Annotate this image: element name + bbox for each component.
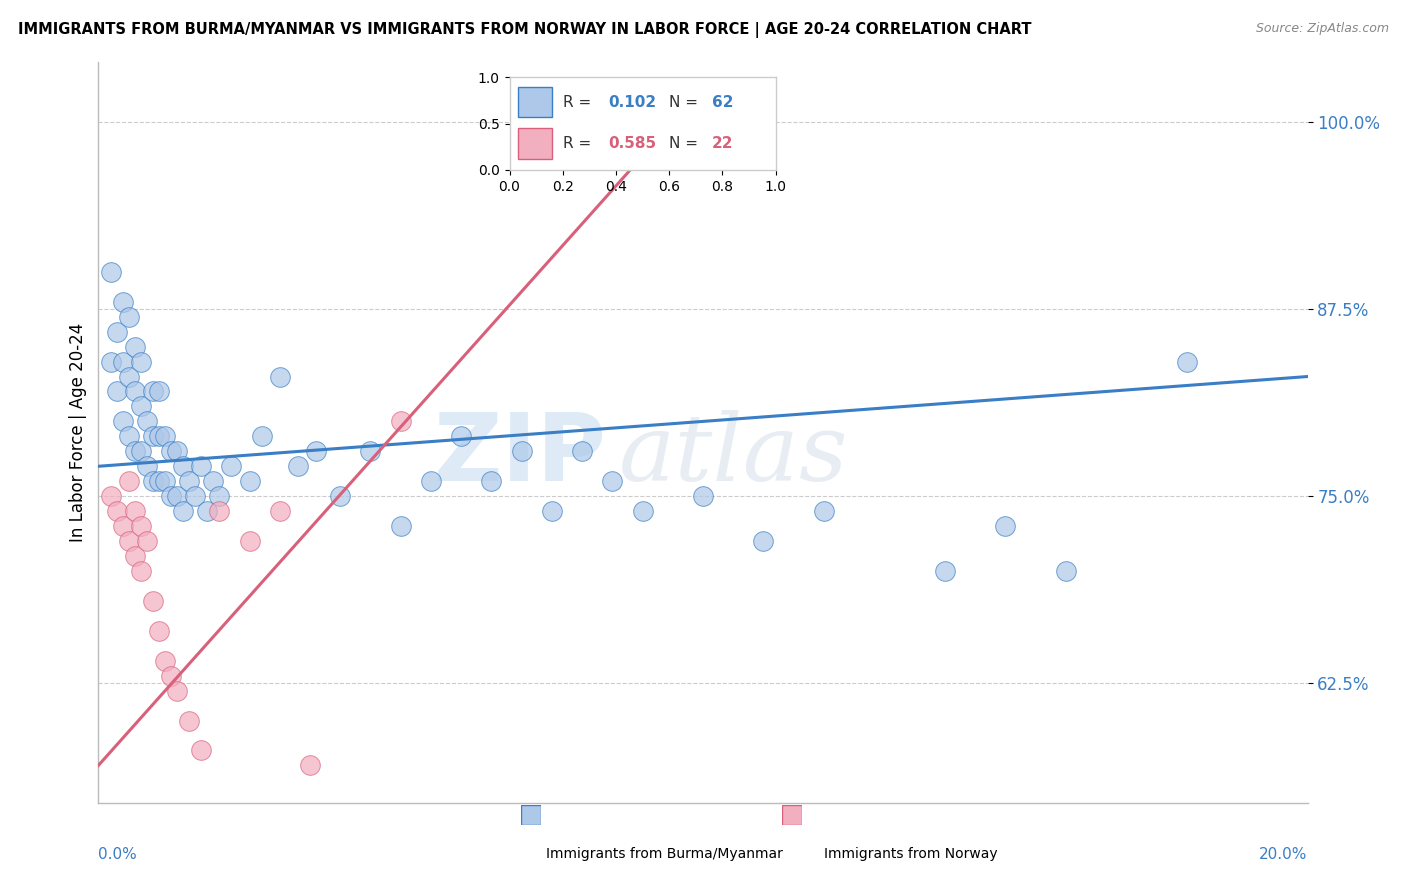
Point bbox=[124, 504, 146, 518]
Point bbox=[105, 504, 128, 518]
Point bbox=[692, 489, 714, 503]
Point bbox=[135, 534, 157, 549]
Point bbox=[179, 474, 201, 488]
Point bbox=[250, 429, 273, 443]
Point bbox=[129, 444, 152, 458]
Point bbox=[752, 534, 775, 549]
Point bbox=[450, 429, 472, 443]
Point bbox=[329, 489, 352, 503]
Point bbox=[100, 489, 122, 503]
Point bbox=[153, 429, 176, 443]
Point bbox=[540, 504, 562, 518]
Point bbox=[153, 654, 176, 668]
Point bbox=[934, 564, 956, 578]
Point bbox=[202, 474, 225, 488]
Point bbox=[208, 504, 231, 518]
Point bbox=[111, 414, 134, 428]
Point bbox=[105, 325, 128, 339]
Point bbox=[124, 340, 146, 354]
Y-axis label: In Labor Force | Age 20-24: In Labor Force | Age 20-24 bbox=[69, 323, 87, 542]
Text: 20.0%: 20.0% bbox=[1260, 847, 1308, 863]
Point bbox=[100, 265, 122, 279]
Point bbox=[1054, 564, 1077, 578]
Point bbox=[184, 489, 207, 503]
Point bbox=[239, 534, 262, 549]
Point bbox=[148, 429, 170, 443]
Point bbox=[287, 459, 309, 474]
Point bbox=[148, 474, 170, 488]
Point bbox=[360, 444, 382, 458]
Point bbox=[305, 444, 328, 458]
Point bbox=[179, 714, 201, 728]
Point bbox=[111, 294, 134, 309]
Point bbox=[208, 489, 231, 503]
Point bbox=[124, 384, 146, 399]
Point bbox=[510, 444, 533, 458]
Point bbox=[111, 354, 134, 368]
Point bbox=[135, 414, 157, 428]
Point bbox=[269, 369, 291, 384]
Point bbox=[124, 444, 146, 458]
Point bbox=[172, 504, 194, 518]
Point bbox=[118, 310, 141, 324]
Point bbox=[129, 400, 152, 414]
Point bbox=[190, 743, 212, 757]
Point bbox=[142, 429, 165, 443]
Point bbox=[142, 594, 165, 608]
Point bbox=[142, 384, 165, 399]
Point bbox=[160, 444, 183, 458]
Point bbox=[166, 444, 188, 458]
Point bbox=[481, 474, 503, 488]
Point bbox=[160, 489, 183, 503]
Point bbox=[269, 504, 291, 518]
Point bbox=[142, 474, 165, 488]
Point bbox=[389, 519, 412, 533]
Point bbox=[190, 459, 212, 474]
Point bbox=[631, 504, 654, 518]
Point bbox=[389, 414, 412, 428]
Text: Immigrants from Norway: Immigrants from Norway bbox=[824, 847, 997, 861]
Point bbox=[129, 354, 152, 368]
Point bbox=[118, 429, 141, 443]
Point bbox=[239, 474, 262, 488]
Text: IMMIGRANTS FROM BURMA/MYANMAR VS IMMIGRANTS FROM NORWAY IN LABOR FORCE | AGE 20-: IMMIGRANTS FROM BURMA/MYANMAR VS IMMIGRA… bbox=[18, 22, 1032, 38]
Point bbox=[420, 474, 443, 488]
Point bbox=[148, 384, 170, 399]
Point bbox=[105, 384, 128, 399]
Point bbox=[602, 474, 624, 488]
Point bbox=[813, 504, 835, 518]
Point bbox=[221, 459, 243, 474]
Point bbox=[129, 564, 152, 578]
Point bbox=[100, 354, 122, 368]
Point bbox=[571, 444, 593, 458]
Point bbox=[118, 534, 141, 549]
Text: atlas: atlas bbox=[619, 409, 848, 500]
Point bbox=[129, 519, 152, 533]
Point bbox=[135, 459, 157, 474]
Point bbox=[994, 519, 1017, 533]
Point bbox=[195, 504, 218, 518]
Text: 0.0%: 0.0% bbox=[98, 847, 138, 863]
Point bbox=[1175, 354, 1198, 368]
Point bbox=[166, 683, 188, 698]
Point bbox=[153, 474, 176, 488]
Point bbox=[299, 758, 322, 772]
Point bbox=[124, 549, 146, 563]
Point bbox=[118, 474, 141, 488]
Point bbox=[111, 519, 134, 533]
Point bbox=[148, 624, 170, 638]
Text: ZIP: ZIP bbox=[433, 409, 606, 500]
Point bbox=[166, 489, 188, 503]
Point bbox=[118, 369, 141, 384]
Text: Immigrants from Burma/Myanmar: Immigrants from Burma/Myanmar bbox=[546, 847, 783, 861]
Point bbox=[160, 668, 183, 682]
Point bbox=[172, 459, 194, 474]
Text: Source: ZipAtlas.com: Source: ZipAtlas.com bbox=[1256, 22, 1389, 36]
